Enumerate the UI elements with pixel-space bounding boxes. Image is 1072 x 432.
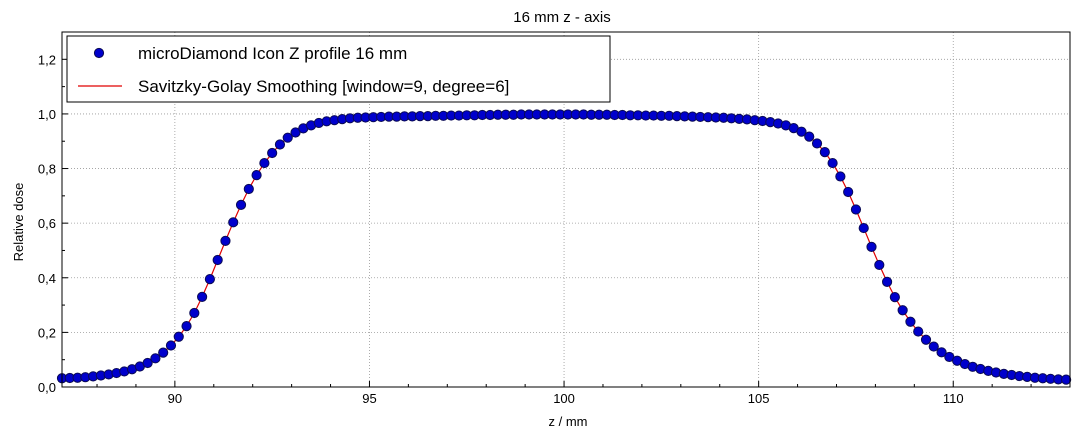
data-point <box>889 292 900 303</box>
y-tick-label: 1,2 <box>38 52 56 67</box>
legend-label-series-2: Savitzky-Golay Smoothing [window=9, degr… <box>138 77 509 96</box>
data-point <box>874 259 885 271</box>
plot-frame <box>61 31 1071 388</box>
data-point <box>197 291 208 302</box>
data-point <box>150 353 161 364</box>
x-tick-label: 95 <box>362 391 376 406</box>
data-point <box>259 157 270 169</box>
data-point <box>850 204 862 215</box>
data-point <box>936 347 947 358</box>
y-tick-label: 0,8 <box>38 162 56 177</box>
plot-area <box>56 109 1072 385</box>
data-point <box>928 341 939 352</box>
data-point <box>274 139 286 150</box>
data-point <box>204 274 215 285</box>
y-tick-label: 1,0 <box>38 107 56 122</box>
data-point <box>251 169 262 181</box>
data-point <box>165 340 177 351</box>
data-point <box>142 357 153 369</box>
data-point <box>1061 374 1072 385</box>
data-point <box>181 321 192 332</box>
data-point <box>173 331 184 342</box>
data-point <box>235 199 247 210</box>
smoothing-line <box>61 113 1067 381</box>
data-point <box>282 132 293 143</box>
x-axis-title: z / mm <box>549 414 588 429</box>
chart-title: 16 mm z - axis <box>513 9 611 26</box>
data-point <box>220 235 231 246</box>
data-point <box>189 307 200 319</box>
data-point <box>881 276 893 287</box>
data-point <box>212 254 223 266</box>
x-tick-label: 90 <box>168 391 182 406</box>
data-point <box>811 138 823 149</box>
data-point <box>843 186 854 198</box>
data-point <box>827 157 838 169</box>
y-tick-label: 0,2 <box>38 325 56 340</box>
data-point <box>158 347 169 358</box>
x-tick-label: 110 <box>943 391 964 406</box>
data-point <box>267 147 278 159</box>
legend-box <box>66 35 611 103</box>
legend-marker-icon <box>93 47 105 59</box>
data-point <box>835 171 846 182</box>
y-tick-label: 0,4 <box>38 271 56 286</box>
data-point <box>897 305 908 316</box>
x-tick-label: 105 <box>748 391 770 406</box>
data-point <box>228 217 239 228</box>
data-point <box>819 147 830 158</box>
axes: 90 95 100 105 110 0,0 0,2 0,4 0,6 0,8 1,0 1,2 <box>38 31 1071 406</box>
data-point <box>866 241 877 253</box>
data-point <box>858 222 869 234</box>
data-point <box>920 334 932 345</box>
data-point <box>243 183 254 195</box>
x-tick-label: 100 <box>553 391 575 406</box>
data-point <box>290 127 301 138</box>
legend-label-series-1: microDiamond Icon Z profile 16 mm <box>138 44 407 63</box>
y-axis-title: Relative dose <box>11 183 26 262</box>
legend: microDiamond Icon Z profile 16 mm Savitz… <box>66 35 611 103</box>
data-point <box>905 316 916 327</box>
data-point <box>913 326 924 337</box>
y-tick-label: 0,6 <box>38 216 56 231</box>
data-point <box>804 131 815 142</box>
data-point <box>796 126 807 137</box>
y-tick-label: 0,0 <box>38 380 56 395</box>
